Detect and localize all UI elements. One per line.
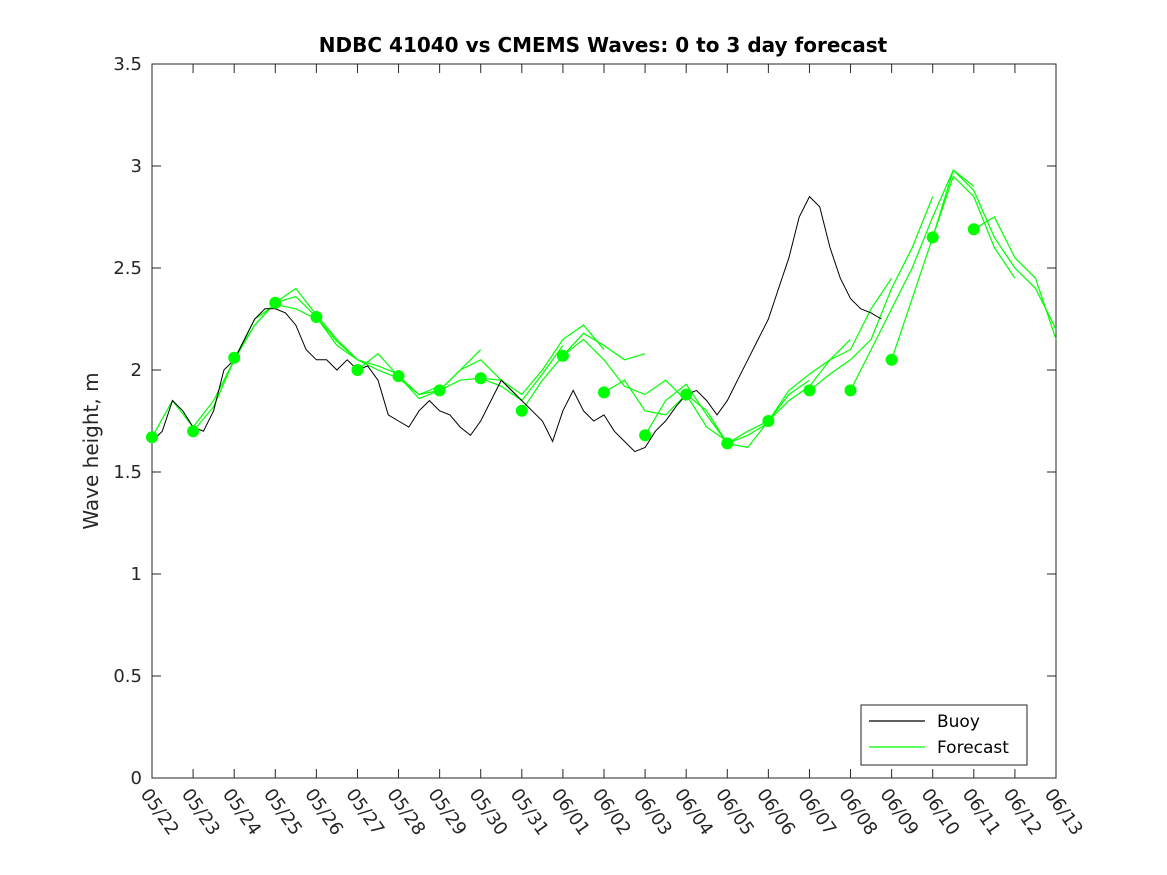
- forecast-start-points: [146, 223, 980, 450]
- forecast-run-19: [891, 175, 1016, 360]
- forecast-start-point: [146, 431, 158, 444]
- forecast-run-10: [521, 332, 646, 412]
- forecast-run-13: [644, 383, 769, 445]
- forecast-run-4: [275, 295, 399, 375]
- y-axis-label: Wave height, m: [79, 372, 103, 529]
- legend: Buoy Forecast: [860, 704, 1028, 766]
- forecast-start-point: [351, 364, 364, 376]
- forecast-run-17: [809, 196, 934, 391]
- legend-box: [860, 704, 1028, 766]
- plot-area: [151, 63, 1057, 779]
- forecast-start-point: [721, 437, 734, 450]
- buoy-line: [151, 195, 882, 453]
- y-tick-label: 1.5: [113, 462, 142, 483]
- forecast-run-8: [439, 345, 564, 402]
- forecast-start-point: [187, 425, 200, 438]
- forecast-start-point: [885, 353, 898, 366]
- y-tick-label: 3.5: [113, 54, 142, 75]
- y-tick-label: 0: [131, 768, 142, 789]
- forecast-run-16: [767, 277, 893, 422]
- forecast-start-point: [598, 386, 610, 399]
- forecast-run-14: [685, 379, 810, 445]
- legend-forecast-label: Forecast: [937, 738, 1009, 758]
- chart-title: NDBC 41040 vs CMEMS Waves: 0 to 3 day fo…: [319, 33, 888, 57]
- forecast-run-11: [562, 338, 687, 402]
- forecast-start-point: [967, 223, 980, 236]
- y-tick-label: 1: [131, 564, 142, 585]
- forecast-start-point: [310, 311, 323, 323]
- forecast-start-point: [474, 372, 487, 385]
- forecast-start-point: [926, 231, 939, 244]
- forecast-start-point: [433, 384, 446, 397]
- forecast-start-point: [803, 384, 816, 397]
- legend-buoy-label: Buoy: [937, 712, 980, 732]
- forecast-start-point: [639, 429, 652, 442]
- forecast-start-point: [228, 351, 241, 364]
- forecast-start-point: [392, 370, 405, 383]
- forecast-start-point: [556, 349, 569, 362]
- forecast-start-point: [269, 296, 282, 309]
- forecast-start-point: [762, 415, 775, 427]
- forecast-run-20: [932, 168, 1057, 330]
- forecast-run-12: [603, 379, 728, 442]
- forecast-run-3: [233, 287, 358, 361]
- forecast-start-point: [680, 388, 693, 401]
- y-tick-label: 0.5: [113, 666, 142, 687]
- forecast-start-point: [844, 384, 857, 397]
- y-tick-label: 2: [131, 360, 142, 381]
- forecast-start-point: [515, 404, 528, 417]
- buoy-series: [151, 195, 882, 453]
- forecast-run-21: [973, 216, 1057, 340]
- y-tick-label: 3: [131, 156, 142, 177]
- y-tick-label: 2.5: [113, 258, 142, 279]
